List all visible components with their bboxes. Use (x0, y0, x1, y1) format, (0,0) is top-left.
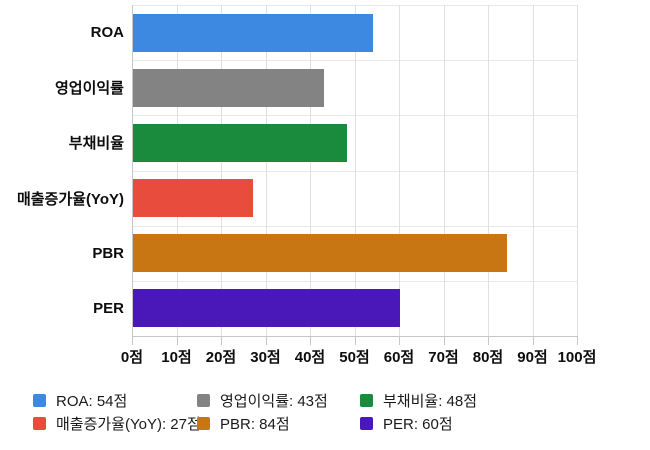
y-axis-label-row: ROA (0, 5, 124, 60)
legend-label: 매출증가율(YoY): 27점 (56, 415, 201, 433)
legend-swatch (197, 393, 210, 407)
y-axis-label-row: 영업이익률 (0, 60, 124, 115)
legend-item[interactable]: 영업이익률: 43점 (197, 392, 360, 410)
x-tick-label: 100점 (557, 349, 597, 366)
bar[interactable] (133, 179, 254, 218)
legend-label: 부채비율: 48점 (383, 392, 478, 410)
x-tick-mark (532, 336, 534, 345)
x-tick-mark (399, 336, 400, 345)
legend-label: 영업이익률: 43점 (220, 392, 328, 410)
x-tick-label: 0점 (120, 349, 144, 366)
legend-item[interactable]: PBR: 84점 (197, 415, 360, 433)
plot-area (132, 5, 578, 345)
legend-item[interactable]: 매출증가율(YoY): 27점 (33, 415, 201, 433)
v-gridline (577, 5, 578, 336)
x-tick-mark (443, 336, 445, 345)
legend-swatch (33, 393, 46, 407)
legend-item[interactable]: PER: 60점 (360, 415, 633, 433)
category-label: 부채비율 (68, 135, 124, 153)
x-tick-mark (221, 336, 222, 345)
bar[interactable] (133, 13, 374, 52)
x-tick-mark (132, 336, 133, 345)
x-tick-mark (354, 336, 356, 345)
legend-swatch (360, 416, 373, 430)
category-label: 영업이익률 (54, 80, 124, 98)
bar[interactable] (133, 123, 347, 162)
bar[interactable] (133, 234, 507, 273)
x-tick-mark (176, 336, 178, 345)
v-gridline (443, 5, 445, 336)
category-label: PBR (92, 244, 124, 262)
legend-label: PBR: 84점 (220, 415, 290, 433)
x-tick-label: 20점 (205, 349, 237, 366)
legend-swatch (33, 416, 46, 430)
x-tick-label: 90점 (517, 349, 548, 366)
legend-swatch (360, 393, 373, 407)
x-tick-label: 10점 (161, 349, 192, 366)
y-axis-label-row: PER (0, 281, 124, 336)
legend-label: PER: 60점 (383, 415, 453, 433)
x-tick-label: 80점 (472, 349, 504, 366)
category-label: ROA (90, 24, 124, 42)
v-gridline (399, 5, 400, 336)
y-axis-label-row: PBR (0, 226, 124, 281)
v-gridline (176, 5, 178, 336)
bar[interactable] (133, 68, 325, 107)
category-label: 매출증가율(YoY) (16, 190, 124, 208)
legend-item[interactable]: 부채비율: 48점 (360, 392, 633, 410)
x-axis-labels: 0점 10점 20점 30점 40점 50점 60점 70점 80점 90점 100점 (121, 346, 596, 366)
v-gridline (310, 5, 311, 336)
legend-label: ROA: 54점 (56, 392, 128, 410)
v-gridline (265, 5, 267, 336)
x-tick-mark (310, 336, 311, 345)
legend-item[interactable]: ROA: 54점 (33, 392, 197, 410)
y-axis-label-row: 매출증가율(YoY) (0, 171, 124, 226)
bar[interactable] (133, 289, 400, 328)
x-tick-mark (265, 336, 267, 345)
v-gridline (354, 5, 356, 336)
x-tick-mark (488, 336, 489, 345)
x-tick-label: 40점 (294, 349, 326, 366)
v-gridline (221, 5, 222, 336)
y-axis-label-row: 부채비율 (0, 115, 124, 170)
x-tick-label: 60점 (383, 349, 415, 366)
category-label: PER (93, 299, 124, 317)
v-gridline (488, 5, 489, 336)
x-tick-mark (577, 336, 578, 345)
v-gridline (532, 5, 534, 336)
legend-swatch (197, 416, 210, 430)
x-tick-label: 30점 (250, 349, 281, 366)
x-tick-label: 70점 (428, 349, 459, 366)
x-tick-label: 50점 (339, 349, 370, 366)
y-axis-line (132, 5, 133, 336)
